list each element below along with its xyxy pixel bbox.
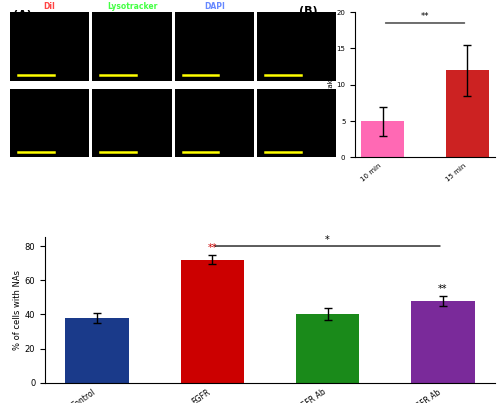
Title: DAPI: DAPI (204, 2, 225, 11)
Text: **: ** (421, 12, 430, 21)
Text: (B): (B) (299, 6, 318, 16)
Text: *: * (325, 235, 330, 245)
Title: Lysotracker: Lysotracker (107, 2, 157, 11)
Y-axis label: Cellular uptake Intensity: Cellular uptake Intensity (328, 42, 334, 128)
Title: DiI: DiI (44, 2, 56, 11)
Bar (180, 260, 244, 383)
Bar (66, 318, 129, 383)
Bar (296, 314, 360, 383)
Bar (446, 70, 488, 158)
Title: Merge: Merge (283, 2, 310, 11)
Text: (A): (A) (12, 10, 32, 20)
Bar (411, 301, 474, 383)
Y-axis label: % of cells with NAs: % of cells with NAs (13, 270, 22, 350)
Bar (362, 121, 404, 158)
Text: **: ** (438, 284, 448, 293)
Text: **: ** (208, 243, 217, 253)
